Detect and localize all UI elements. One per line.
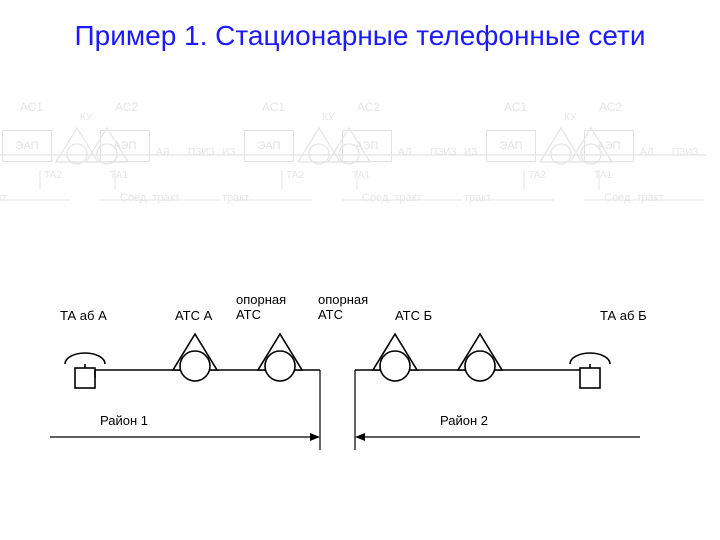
wm-block: АС1КУАС2ЭАПАЭПИЗАЛПЗИЗТА2ТА1трактСоед. т… [222,100,464,220]
label-atc-b: АТС Б [395,308,432,323]
label-opor-atc-1: опорная АТС [236,292,286,322]
watermark-strip: АС1КУАС2ЭАПАЭПИЗАЛПЗИЗТА2ТА1трактСоед. т… [0,100,720,220]
label-atc-a: АТС А [175,308,212,323]
label-rayon-2: Район 2 [440,413,488,428]
label-opor-atc-2: опорная АТС [318,292,368,322]
label-ta-ab-a: ТА аб А [60,308,107,323]
label-rayon-1: Район 1 [100,413,148,428]
slide-title: Пример 1. Стационарные телефонные сети [0,18,720,53]
slide: Пример 1. Стационарные телефонные сети А… [0,0,720,540]
wm-block: АС1КУАС2ЭАПАЭПИЗАЛПЗИЗТА2ТА1трактСоед. т… [464,100,706,220]
wm-block: АС1КУАС2ЭАПАЭПИЗАЛПЗИЗТА2ТА1трактСоед. т… [0,100,222,220]
telephony-diagram: ТА аб А АТС А опорная АТС опорная АТС АТ… [0,290,720,490]
label-ta-ab-b: ТА аб Б [600,308,647,323]
